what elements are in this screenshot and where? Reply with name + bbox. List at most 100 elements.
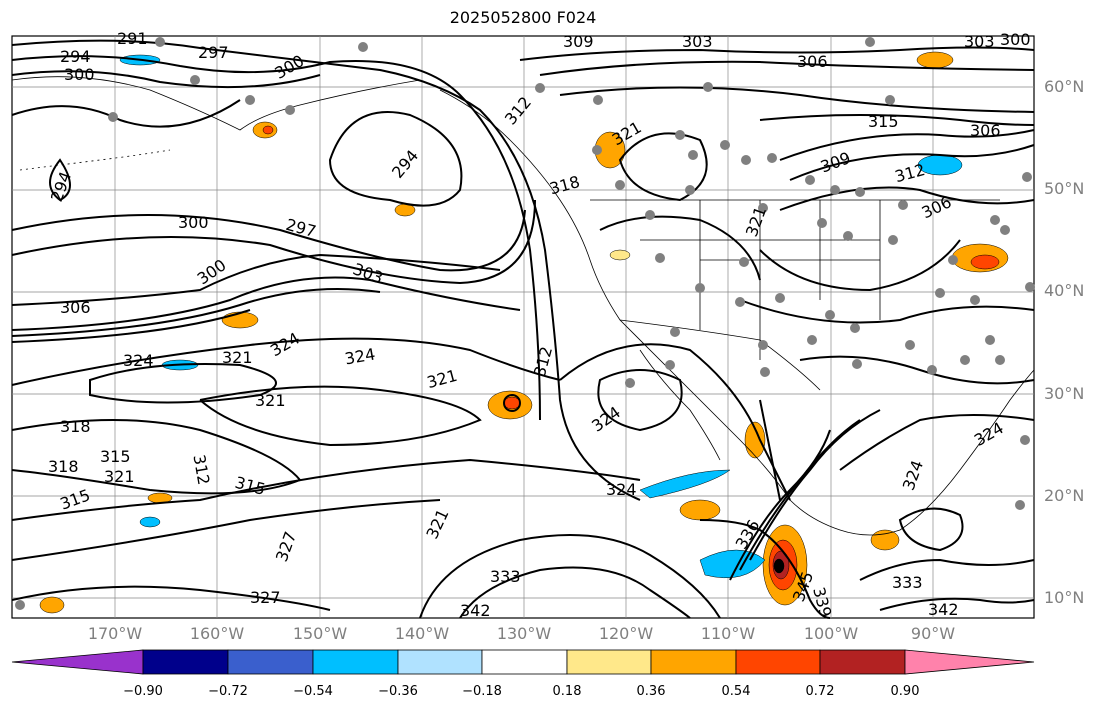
theta-contours <box>11 39 1035 619</box>
lat-label-50n: 50°N <box>1044 179 1085 198</box>
lat-label-20n: 20°N <box>1044 486 1085 505</box>
contour-label: 306 <box>797 52 828 71</box>
contour-label: 297 <box>198 43 229 62</box>
contour-line <box>11 253 501 306</box>
station-dot <box>741 155 751 165</box>
contour-label: 318 <box>48 457 79 476</box>
station-dot <box>285 105 295 115</box>
station-dot <box>593 95 603 105</box>
station-dot <box>767 153 777 163</box>
map-title: 2025052800 F024 <box>449 8 597 27</box>
shade-blob <box>139 516 161 528</box>
contour-line <box>11 209 526 272</box>
contour-line <box>49 158 71 202</box>
colorbar-label: −0.90 <box>123 684 163 699</box>
station-dot <box>688 150 698 160</box>
colorbar-swatch <box>481 649 568 675</box>
contour-label: 291 <box>117 29 148 48</box>
shade-blob <box>773 558 785 574</box>
station-dot <box>720 140 730 150</box>
colorbar-swatch <box>650 649 737 675</box>
station-dot <box>245 95 255 105</box>
contour-line <box>11 499 441 561</box>
station-dot <box>995 355 1005 365</box>
contour-line <box>859 558 1035 581</box>
station-dot <box>615 180 625 190</box>
station-dot <box>775 293 785 303</box>
station-dot <box>695 283 705 293</box>
contour-label: 309 <box>563 32 594 51</box>
contour-closed-low <box>503 394 521 412</box>
station-dot <box>108 112 118 122</box>
colorbar-label: −0.18 <box>462 684 502 699</box>
contour-line <box>759 114 1035 126</box>
contour-line <box>459 566 691 619</box>
contour-line <box>559 86 1035 113</box>
colorbar-extend-low <box>11 649 144 675</box>
station-dot <box>685 185 695 195</box>
station-dot <box>970 295 980 305</box>
contour-labels: 291 294 300 297 300 294 294 300 297 300 … <box>47 29 1031 620</box>
station-dot <box>155 37 165 47</box>
contour-label: 294 <box>60 47 91 66</box>
lon-label-110w: 110°W <box>700 624 756 643</box>
contour-line <box>759 239 961 292</box>
contour-line <box>11 99 241 128</box>
colorbar-label: −0.54 <box>293 684 333 699</box>
lat-label-60n: 60°N <box>1044 77 1085 96</box>
lon-label-140w: 140°W <box>394 624 450 643</box>
station-dot <box>1020 435 1030 445</box>
station-dot <box>645 210 655 220</box>
state-borders <box>640 200 881 360</box>
contour-line <box>539 60 1035 76</box>
contour-line <box>11 458 641 521</box>
colorbar-label: 0.36 <box>636 684 666 699</box>
station-dot <box>960 355 970 365</box>
lon-label-120w: 120°W <box>598 624 654 643</box>
station-dot <box>758 340 768 350</box>
colorbar-extend-high <box>904 649 1035 675</box>
contour-label: 342 <box>928 600 959 619</box>
station-dot <box>990 215 1000 225</box>
contour-line <box>839 414 1035 471</box>
contour-line <box>879 597 1035 611</box>
shade-blob <box>609 249 631 261</box>
coastlines <box>11 76 1035 536</box>
station-dot <box>760 367 770 377</box>
station-dot <box>1022 172 1032 182</box>
station-dot <box>675 130 685 140</box>
lon-label-150w: 150°W <box>292 624 348 643</box>
contour-label: 300 <box>1000 30 1031 49</box>
station-dot <box>935 288 945 298</box>
contour-label: 324 <box>606 480 637 499</box>
colorbar-label: 0.72 <box>805 684 835 699</box>
contour-line <box>699 519 831 619</box>
colorbar-swatch <box>819 649 906 675</box>
station-dot <box>1025 282 1035 292</box>
contour-label: 327 <box>250 588 281 607</box>
station-dot <box>807 335 817 345</box>
contour-line <box>11 70 321 89</box>
shade-blob <box>744 421 766 459</box>
station-dot <box>865 37 875 47</box>
colorbar-swatch <box>312 649 399 675</box>
station-dot <box>948 255 958 265</box>
shade-blob <box>916 51 954 69</box>
shade-blob <box>970 254 1000 270</box>
contour-label: 321 <box>255 391 286 410</box>
station-dot <box>358 42 368 52</box>
contour-line <box>11 288 381 337</box>
contour-label: 342 <box>460 601 491 620</box>
lon-label-100w: 100°W <box>803 624 859 643</box>
contour-line <box>597 369 683 432</box>
contour-label: 303 <box>964 32 995 51</box>
station-dot <box>703 82 713 92</box>
station-dot <box>1000 225 1010 235</box>
contour-line <box>749 409 881 561</box>
contour-line <box>799 355 1035 385</box>
contour-label: 300 <box>64 65 95 84</box>
contour-line <box>789 144 1035 181</box>
shade-blob <box>679 499 721 521</box>
contour-line <box>779 129 1035 161</box>
